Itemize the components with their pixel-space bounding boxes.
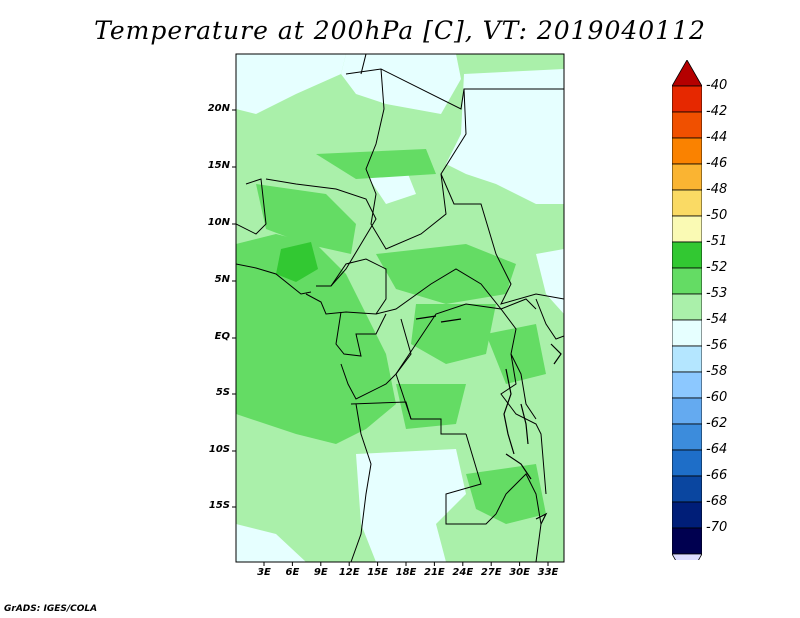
- lat-label: 10N: [207, 217, 230, 228]
- lat-label: 5N: [214, 274, 230, 285]
- lon-label: 15E: [367, 567, 388, 578]
- colorbar-label: -46: [706, 156, 728, 171]
- lon-label: 27E: [480, 567, 502, 578]
- colorbar-label: -42: [706, 104, 728, 119]
- colorbar-label: -48: [706, 182, 728, 197]
- colorbar-segment: [672, 527, 702, 555]
- lon-label: 24E: [452, 567, 474, 578]
- temperature-map: [232, 53, 565, 566]
- lat-label: 15N: [207, 160, 230, 171]
- lon-label: 9E: [313, 567, 328, 578]
- colorbar-segment: [672, 371, 702, 399]
- lon-label: 18E: [395, 567, 417, 578]
- colorbar-segment: [672, 111, 702, 139]
- colorbar-label: -52: [706, 260, 728, 275]
- colorbar-label: -64: [706, 442, 728, 457]
- colorbar-segment: [672, 267, 702, 295]
- colorbar-segment: [672, 137, 702, 165]
- colorbar-label: -70: [706, 520, 728, 535]
- colorbar-label: -62: [706, 416, 728, 431]
- colorbar-label: -50: [706, 208, 728, 223]
- lon-label: 12E: [338, 567, 360, 578]
- colorbar-top-arrow: [672, 60, 702, 87]
- colorbar-segment: [672, 215, 702, 243]
- colorbar-segment: [672, 293, 702, 321]
- colorbar-segment: [672, 397, 702, 425]
- colorbar-segment: [672, 345, 702, 373]
- colorbar-label: -66: [706, 468, 728, 483]
- colorbar-label: -53: [706, 286, 728, 301]
- lat-label: 5S: [215, 387, 230, 398]
- lat-label: 20N: [207, 103, 230, 114]
- lat-label: 10S: [208, 444, 230, 455]
- lon-label: 30E: [509, 567, 530, 578]
- colorbar-segment: [672, 163, 702, 191]
- colorbar-label: -56: [706, 338, 728, 353]
- lon-label: 3E: [257, 567, 271, 578]
- colorbar-label: -44: [706, 130, 728, 145]
- lon-label: 6E: [285, 567, 300, 578]
- colorbar-label: -68: [706, 494, 728, 509]
- lat-label: EQ: [214, 331, 230, 342]
- grads-credit: GrADS: IGES/COLA: [4, 604, 98, 614]
- colorbar-label: -54: [706, 312, 728, 327]
- map-title: Temperature at 200hPa [C], VT: 201904011…: [94, 16, 706, 45]
- colorbar-segment: [672, 319, 702, 347]
- colorbar-segment: [672, 423, 702, 451]
- colorbar-segment: [672, 501, 702, 529]
- colorbar: [672, 60, 702, 560]
- colorbar-label: -40: [706, 78, 728, 93]
- colorbar-segment: [672, 189, 702, 217]
- colorbar-label: -60: [706, 390, 728, 405]
- lon-label: 21E: [424, 567, 445, 578]
- colorbar-segment: [672, 241, 702, 269]
- colorbar-label: -58: [706, 364, 728, 379]
- map-canvas: [236, 54, 564, 562]
- colorbar-segment: [672, 475, 702, 503]
- lat-label: 15S: [208, 500, 230, 511]
- colorbar-bottom-arrow: [672, 553, 702, 560]
- lon-label: 33E: [537, 567, 559, 578]
- colorbar-label: -51: [706, 234, 728, 249]
- map-axes: [232, 53, 565, 566]
- colorbar-segment: [672, 85, 702, 113]
- colorbar-segment: [672, 449, 702, 477]
